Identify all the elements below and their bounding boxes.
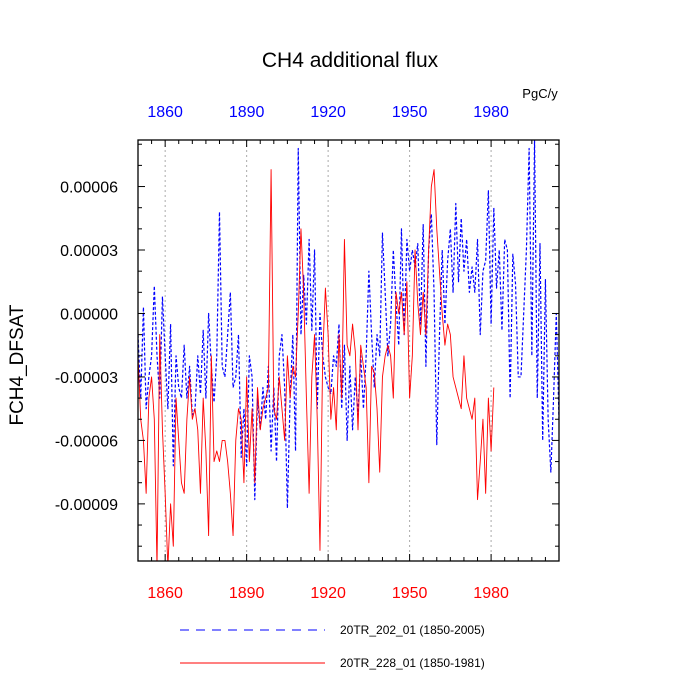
x-tick-label-top: 1920 <box>310 104 346 121</box>
y-tick-label: 0.00003 <box>60 243 118 260</box>
plot-area <box>138 140 559 561</box>
y-tick-label: -0.00006 <box>55 433 118 450</box>
y-tick-label: -0.00003 <box>55 370 118 387</box>
y-tick-label: -0.00009 <box>55 497 118 514</box>
x-tick-label-bottom: 1920 <box>310 585 346 602</box>
legend-label-1: 20TR_202_01 (1850-2005) <box>340 623 485 637</box>
tick-labels: 1860 1860 1890 1890 1920 1920 1950 1950 1980 1980… <box>55 104 509 602</box>
legend: 20TR_202_01 (1850-2005) 20TR_228_01 (1850… <box>180 623 485 670</box>
y-tick-label: 0.00006 <box>60 180 118 197</box>
x-tick-label-top: 1890 <box>229 104 265 121</box>
x-tick-label-bottom: 1950 <box>392 585 428 602</box>
grid-lines <box>164 140 492 561</box>
x-tick-label-top: 1980 <box>473 104 509 121</box>
x-tick-label-top: 1950 <box>392 104 428 121</box>
plot-frame <box>137 139 560 562</box>
x-tick-label-top: 1860 <box>147 104 183 121</box>
chart-title: CH4 additional flux <box>262 49 439 72</box>
axis-ticks <box>137 140 560 561</box>
units-label: PgC/y <box>522 86 558 101</box>
y-axis-label: FCH4_DFSAT <box>7 304 28 425</box>
x-tick-label-bottom: 1980 <box>473 585 509 602</box>
y-tick-label: 0.00000 <box>60 306 118 323</box>
x-tick-label-bottom: 1890 <box>229 585 265 602</box>
series-line-1 <box>138 140 559 509</box>
legend-label-2: 20TR_228_01 (1850-1981) <box>340 656 485 670</box>
x-tick-label-bottom: 1860 <box>147 585 183 602</box>
series-line-2 <box>138 169 495 561</box>
